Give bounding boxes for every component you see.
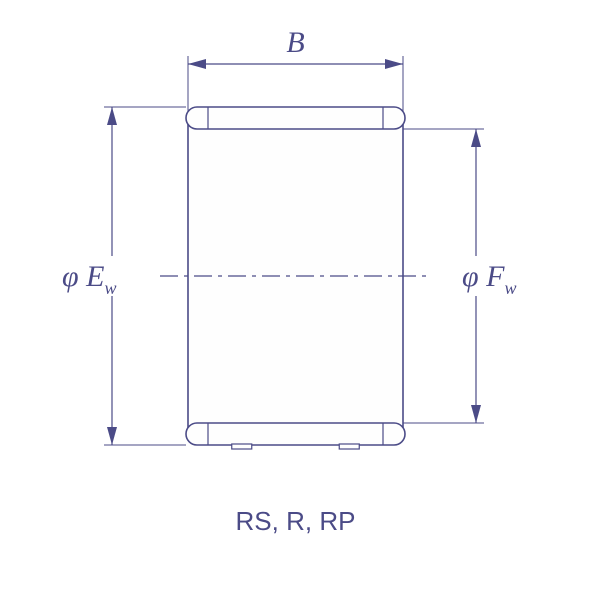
width-label: B bbox=[286, 26, 304, 59]
diagram-caption: RS, R, RP bbox=[236, 506, 356, 536]
bearing-section-diagram: Bφ Ewφ FwRS, R, RP bbox=[0, 0, 600, 600]
